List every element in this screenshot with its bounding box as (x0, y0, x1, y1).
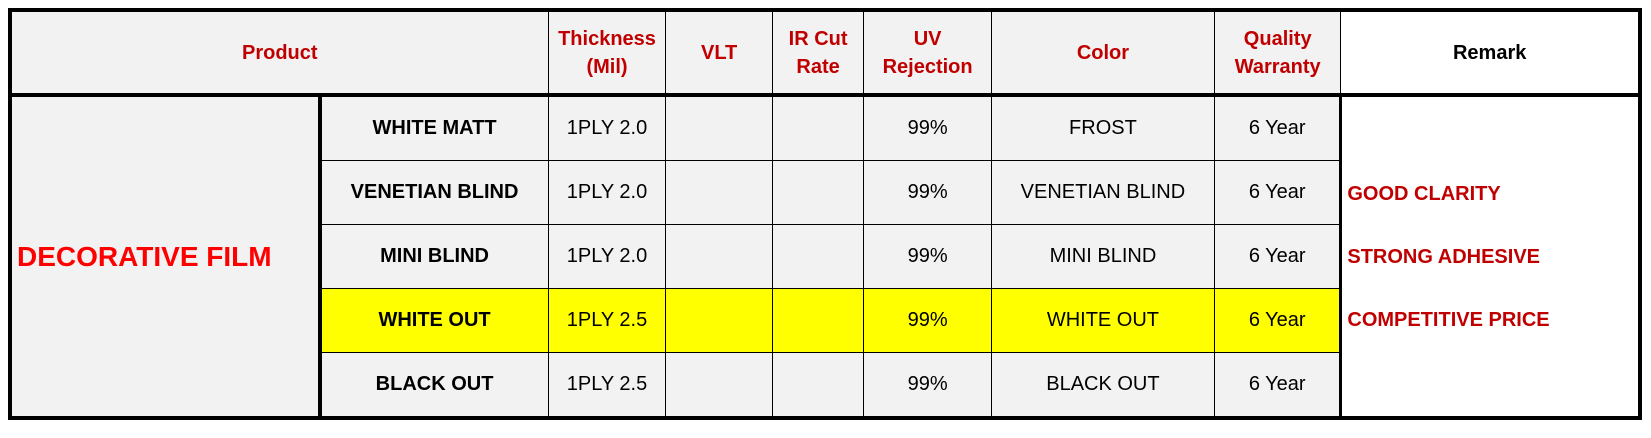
ir-cell (771, 94, 865, 161)
header-quality-warranty: Quality Warranty (1214, 9, 1342, 96)
color-cell: FROST (990, 94, 1216, 161)
vlt-cell (665, 352, 773, 419)
header-vlt: VLT (665, 9, 773, 96)
table-row: VENETIAN BLIND 1PLY 2.0 99% VENETIAN BLI… (10, 160, 1640, 225)
header-color: Color (990, 9, 1216, 96)
thickness-cell: 1PLY 2.5 (547, 352, 667, 419)
product-spec-table: Product Thickness (Mil) VLT IR Cut Rate UV… (8, 8, 1642, 420)
table-row: BLACK OUT 1PLY 2.5 99% BLACK OUT 6 Year (10, 352, 1640, 419)
uv-cell: 99% (863, 288, 992, 353)
thickness-cell: 1PLY 2.5 (547, 288, 667, 353)
product-name: MINI BLIND (319, 224, 549, 289)
product-name: WHITE OUT (319, 288, 549, 353)
table-row: MINI BLIND 1PLY 2.0 99% MINI BLIND 6 Yea… (10, 224, 1640, 289)
warranty-cell: 6 Year (1214, 352, 1342, 419)
thickness-cell: 1PLY 2.0 (547, 224, 667, 289)
remark-good-clarity: GOOD CLARITY (1347, 183, 1501, 205)
category-label: DECORATIVE FILM (9, 94, 322, 419)
color-cell: BLACK OUT (990, 352, 1216, 419)
vlt-cell (665, 288, 773, 353)
warranty-cell: 6 Year (1214, 94, 1342, 161)
vlt-cell (665, 224, 773, 289)
ir-cell (771, 352, 865, 419)
header-ir-cut-rate: IR Cut Rate (771, 9, 865, 96)
product-name: WHITE MATT (319, 94, 549, 161)
ir-cell (771, 160, 865, 225)
color-cell: VENETIAN BLIND (990, 160, 1216, 225)
color-cell: MINI BLIND (990, 224, 1216, 289)
product-name: BLACK OUT (319, 352, 549, 419)
uv-cell: 99% (863, 224, 992, 289)
warranty-cell: 6 Year (1214, 288, 1342, 353)
thickness-cell: 1PLY 2.0 (547, 94, 667, 161)
warranty-cell: 6 Year (1214, 160, 1342, 225)
color-cell: WHITE OUT (990, 288, 1216, 353)
remark-strong-adhesive: STRONG ADHESIVE (1347, 246, 1540, 268)
product-spec-table-frame: Product Thickness (Mil) VLT IR Cut Rate UV… (8, 8, 1642, 420)
table-row: DECORATIVE FILM WHITE MATT 1PLY 2.0 99% … (9, 94, 1641, 419)
header-thickness: Thickness (Mil) (547, 9, 667, 96)
product-name: VENETIAN BLIND (319, 160, 549, 225)
header-remark: Remark (1340, 9, 1641, 96)
thickness-cell: 1PLY 2.0 (547, 160, 667, 225)
vlt-cell (665, 94, 773, 161)
ir-cell (771, 224, 865, 289)
ir-cell (771, 288, 865, 353)
uv-cell: 99% (863, 160, 992, 225)
vlt-cell (665, 160, 773, 225)
uv-cell: 99% (863, 352, 992, 419)
header-row: Product Thickness (Mil) VLT IR Cut Rate UV… (9, 9, 1641, 96)
remark-competitive-price: COMPETITIVE PRICE (1347, 309, 1550, 331)
header-uv-rejection: UV Rejection (863, 9, 992, 96)
remarks-cell: GOOD CLARITY STRONG ADHESIVE COMPETITIVE… (1339, 94, 1641, 419)
uv-cell: 99% (863, 94, 992, 161)
header-product: Product (9, 9, 549, 96)
warranty-cell: 6 Year (1214, 224, 1342, 289)
table-row-highlighted: WHITE OUT 1PLY 2.5 99% WHITE OUT 6 Year (10, 288, 1640, 353)
